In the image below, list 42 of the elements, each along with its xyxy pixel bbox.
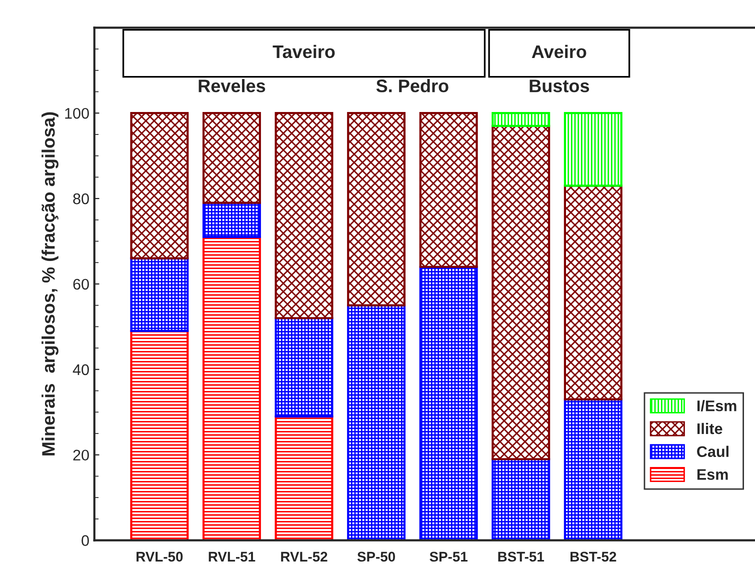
bar xyxy=(130,330,189,540)
bar xyxy=(347,304,406,540)
bar xyxy=(202,202,261,238)
y-tick-label: 60 xyxy=(73,278,89,290)
y-axis-title: Minerais argilosos, % (fracção argilosa) xyxy=(42,112,58,456)
y-tick-label: 0 xyxy=(82,535,89,546)
annotation: Reveles xyxy=(198,79,266,92)
legend-label: I/Esm xyxy=(697,400,736,412)
x-tick-label: RVL-51 xyxy=(208,552,256,562)
bar xyxy=(130,112,189,260)
x-tick-label: BST-52 xyxy=(570,552,616,562)
x-tick-label: RVL-52 xyxy=(281,552,328,562)
x-tick-label: SP-51 xyxy=(430,552,468,562)
bar xyxy=(202,112,261,204)
bar xyxy=(564,398,622,540)
bar xyxy=(419,112,478,268)
annotation: S. Pedro xyxy=(376,79,448,92)
legend-label: Caul xyxy=(697,446,728,458)
bar xyxy=(492,124,550,460)
legend-label: Esm xyxy=(697,469,728,480)
bar xyxy=(274,317,334,418)
bar xyxy=(274,415,334,540)
bar xyxy=(564,112,622,187)
x-tick-label: SP-50 xyxy=(357,552,396,562)
bar xyxy=(492,458,550,540)
bar xyxy=(347,112,406,306)
y-tick-label: 40 xyxy=(72,364,89,376)
y-tick-label: 20 xyxy=(73,450,89,461)
annotation: Taveiro xyxy=(272,44,335,58)
x-tick-label: BST-51 xyxy=(498,552,544,562)
bar xyxy=(274,112,334,320)
bar xyxy=(419,266,478,540)
bar xyxy=(564,184,622,400)
y-tick-label: 80 xyxy=(73,193,89,204)
annotation: Aveiro xyxy=(532,44,586,58)
x-tick-label: RVL-50 xyxy=(136,552,183,562)
bar xyxy=(130,257,189,332)
annotation: Bustos xyxy=(530,80,590,92)
legend-label: Ilite xyxy=(697,422,722,434)
bar xyxy=(492,112,550,127)
bar xyxy=(202,236,261,540)
y-tick-label: 100 xyxy=(65,108,89,119)
